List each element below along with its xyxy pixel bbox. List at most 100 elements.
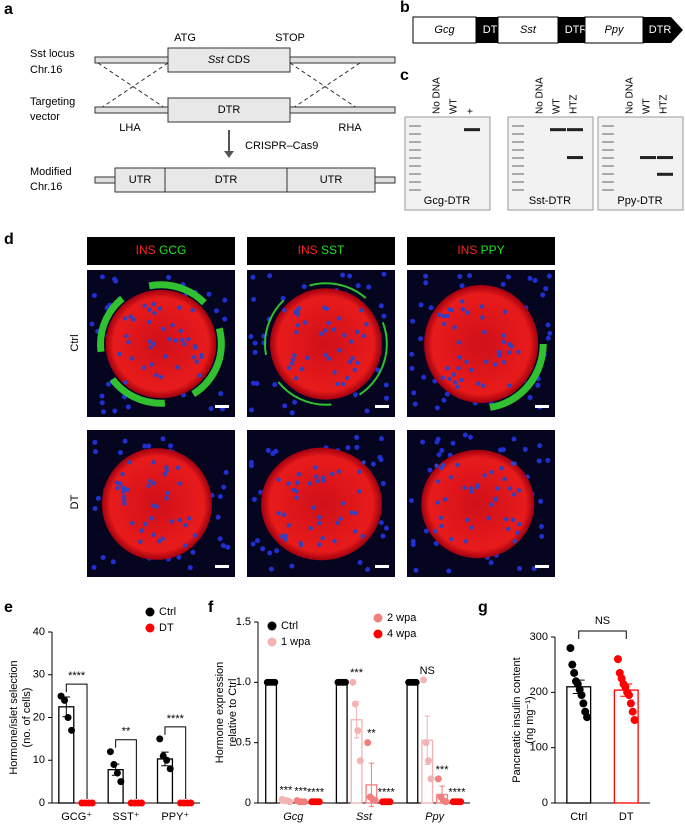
bracket [164, 726, 187, 799]
nucleus [335, 381, 340, 387]
scale-bar [535, 405, 549, 408]
legend-marker [373, 629, 383, 639]
point [300, 798, 308, 806]
nucleus [177, 481, 183, 486]
islet [261, 447, 382, 561]
tag: DTR [565, 24, 588, 36]
nucleus [280, 295, 286, 301]
nucleus [488, 502, 494, 507]
point [568, 660, 577, 669]
row-label: Ctrl [69, 334, 81, 351]
nucleus [492, 362, 498, 367]
nucleus [527, 395, 533, 401]
nucleus [220, 543, 226, 549]
nucleus [166, 274, 172, 280]
label: Sst CDS [208, 54, 250, 66]
nucleus [91, 564, 97, 570]
nucleus [357, 560, 363, 566]
nucleus [445, 366, 450, 371]
nucleus [446, 568, 452, 574]
legend-label: 4 wpa [387, 628, 417, 640]
point [625, 691, 634, 700]
band [550, 128, 566, 132]
nucleus [384, 395, 390, 401]
nucleus [378, 457, 384, 463]
nucleus [92, 506, 98, 512]
point [422, 739, 430, 747]
charts: 0 10 20 30 40 Hormone/islet selection (no. of … [8, 606, 650, 823]
nucleus [440, 375, 445, 380]
point [412, 678, 420, 686]
nucleus [449, 537, 454, 542]
nucleus [282, 512, 287, 518]
nucleus [511, 436, 517, 442]
header: INS SST [298, 243, 345, 257]
bracket [65, 683, 88, 799]
legend-marker [145, 607, 155, 617]
nucleus [125, 404, 131, 410]
nucleus [122, 487, 128, 492]
point [420, 676, 428, 684]
nucleus [410, 542, 416, 548]
nucleus [193, 345, 198, 350]
nucleus [299, 366, 304, 372]
ladder-band [512, 165, 524, 167]
nucleus [160, 536, 165, 541]
nucleus [336, 348, 342, 353]
y-tick-label: 40 [33, 626, 45, 638]
nucleus [448, 475, 453, 480]
nucleus [101, 409, 107, 415]
nucleus [375, 367, 381, 373]
nucleus [434, 405, 440, 411]
nucleus [413, 567, 419, 573]
nucleus [146, 483, 151, 489]
nucleus [175, 365, 180, 370]
nucleus [409, 351, 415, 357]
nucleus [177, 305, 182, 310]
nucleus [282, 307, 287, 313]
legend-marker [267, 621, 277, 631]
nucleus [100, 554, 106, 560]
nucleus [251, 496, 257, 502]
point [371, 797, 379, 805]
nucleus [307, 481, 313, 486]
nucleus [222, 297, 228, 303]
panel-label: g [478, 599, 488, 616]
nucleus [117, 351, 122, 357]
nucleus [291, 487, 297, 492]
point [570, 668, 579, 677]
gel [507, 116, 594, 211]
nucleus [510, 517, 516, 523]
nucleus [451, 372, 456, 377]
nucleus [355, 283, 361, 289]
nucleus [173, 338, 178, 343]
point [386, 798, 394, 806]
nucleus [162, 471, 168, 477]
divider [164, 168, 288, 192]
nucleus [295, 323, 301, 328]
nucleus [349, 339, 354, 344]
nucleus [433, 541, 439, 547]
nucleus [267, 550, 273, 556]
point [354, 727, 362, 735]
significance: **** [68, 670, 86, 682]
nucleus [298, 543, 304, 548]
nucleus [452, 325, 457, 330]
nucleus [317, 514, 322, 520]
nucleus [161, 326, 166, 332]
nucleus [332, 370, 337, 375]
significance: ** [122, 726, 131, 738]
ladder-band [602, 165, 614, 167]
nucleus [192, 533, 198, 538]
nucleus [344, 375, 350, 381]
nucleus [464, 359, 469, 365]
point [349, 678, 357, 686]
header-box [87, 237, 235, 265]
nucleus [503, 516, 509, 522]
nucleus [364, 408, 370, 414]
nucleus [99, 393, 105, 399]
nucleus [358, 308, 364, 313]
point [630, 716, 639, 724]
green-mantle [263, 282, 388, 406]
nucleus [512, 461, 517, 466]
